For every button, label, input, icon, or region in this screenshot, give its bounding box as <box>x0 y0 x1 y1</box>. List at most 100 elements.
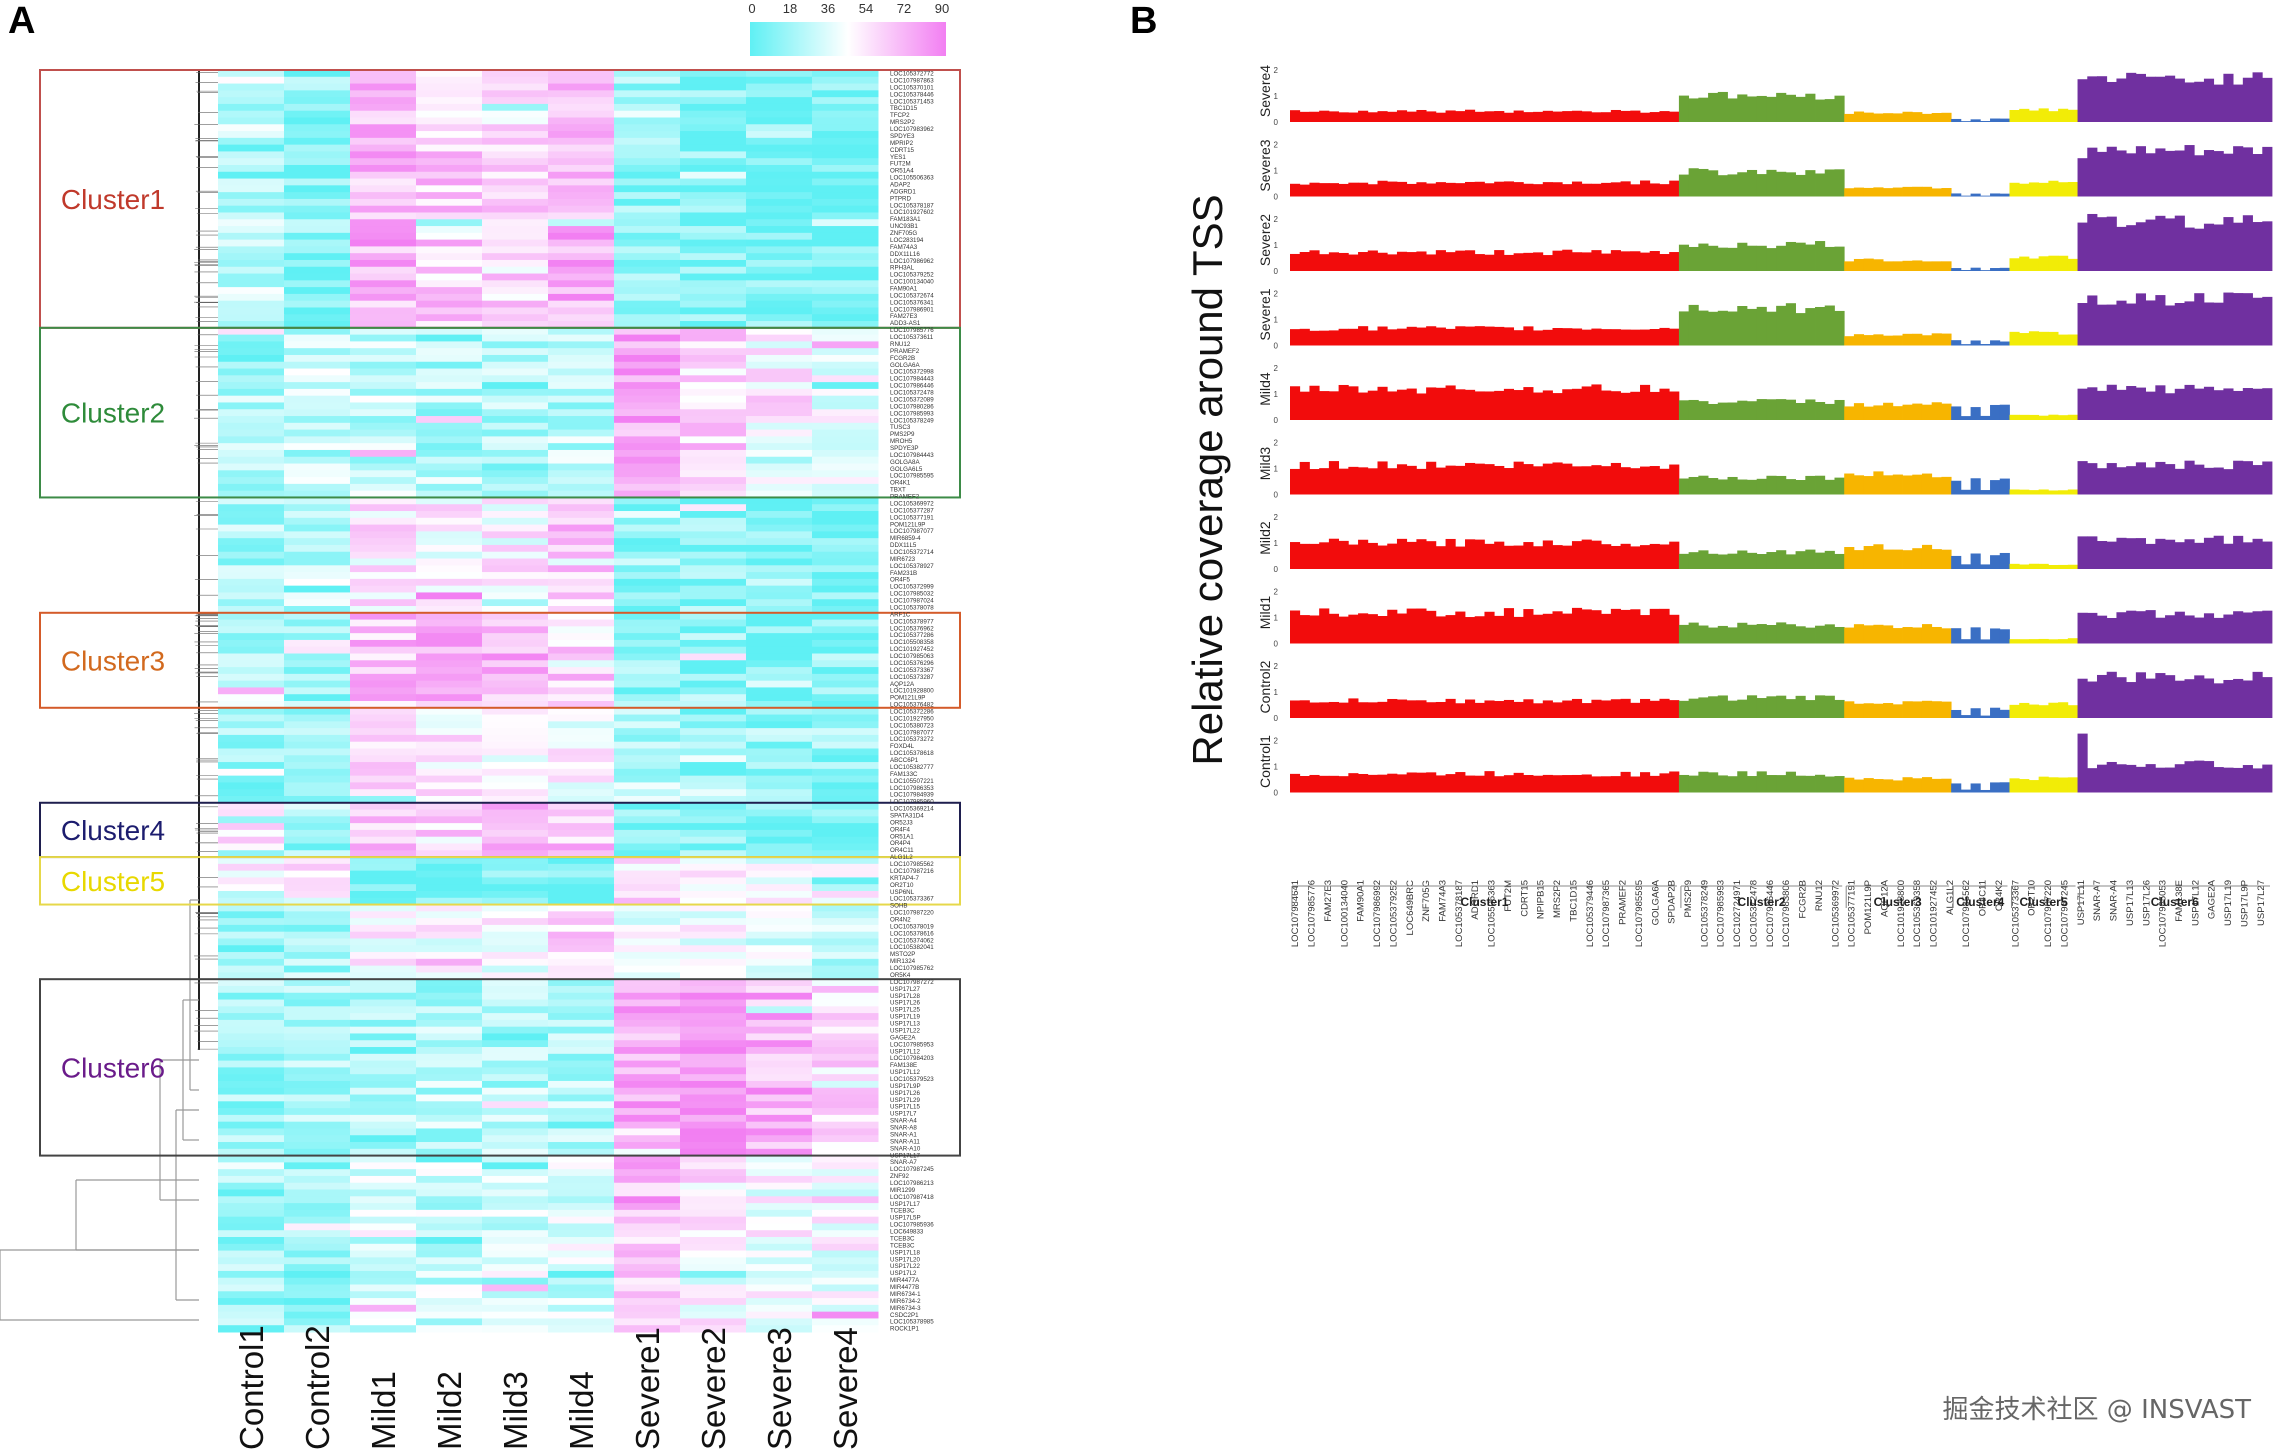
coverage-bar <box>2096 151 2108 197</box>
coverage-bar <box>1824 776 1835 793</box>
coverage-panel: Relative coverage around TSS Severe4012S… <box>1184 65 2273 947</box>
coverage-bar <box>1951 268 1962 271</box>
heatmap-cell <box>548 83 615 91</box>
coverage-bar <box>2106 384 2117 420</box>
heatmap-cell <box>284 755 351 763</box>
heatmap-cell <box>614 273 681 281</box>
heatmap-cell <box>350 287 417 295</box>
coverage-x-tick-label: USP17L12 <box>2190 880 2201 926</box>
heatmap-cell <box>614 673 681 682</box>
coverage-bar <box>1571 466 1583 495</box>
heatmap-cell <box>482 836 549 844</box>
coverage-bar <box>2116 226 2127 271</box>
coverage-bar <box>1970 267 1981 271</box>
heatmap-cell <box>812 985 879 994</box>
coverage-bar <box>1620 392 1631 420</box>
coverage-bar <box>1445 110 1456 122</box>
coverage-bar <box>1698 243 1709 271</box>
heatmap-cell <box>284 1121 351 1129</box>
heatmap-cell <box>218 877 285 885</box>
coverage-bar <box>1542 700 1553 718</box>
coverage-bar <box>2106 81 2117 122</box>
heatmap-cell <box>746 1121 813 1129</box>
heatmap-cell <box>284 477 351 485</box>
gene-label: GAGE2A <box>890 1034 916 1041</box>
heatmap-cell <box>614 314 681 322</box>
heatmap-cell <box>548 748 615 756</box>
heatmap-cell <box>746 999 813 1007</box>
heatmap-cell <box>482 965 549 973</box>
coverage-bar <box>1805 244 1816 271</box>
heatmap-cell <box>680 158 747 166</box>
coverage-bar <box>1348 544 1359 569</box>
heatmap-cell <box>482 504 549 512</box>
heatmap-cell <box>350 1101 417 1109</box>
coverage-bar <box>1970 407 1981 420</box>
gene-label: OR4K1 <box>890 480 911 487</box>
heatmap-cell <box>416 816 483 824</box>
heatmap-cell <box>746 287 813 295</box>
heatmap-cell <box>218 1162 285 1170</box>
coverage-bar <box>1367 112 1378 122</box>
column-label: Control2 <box>299 1325 336 1450</box>
heatmap-cell <box>218 1264 285 1272</box>
heatmap-cell <box>746 680 813 688</box>
coverage-bar <box>1435 616 1446 644</box>
coverage-bar <box>2184 82 2195 122</box>
heatmap-cell <box>416 660 483 668</box>
heatmap-cell <box>680 1284 747 1292</box>
heatmap-cell <box>482 877 549 885</box>
heatmap-cell <box>548 1006 615 1014</box>
heatmap-cell <box>548 497 615 505</box>
heatmap-cell <box>812 1013 879 1021</box>
heatmap-cell <box>548 185 615 193</box>
heatmap-cell <box>416 1230 483 1238</box>
heatmap-cell <box>812 626 879 634</box>
heatmap-cell <box>350 789 417 797</box>
heatmap-cell <box>812 117 879 125</box>
heatmap-cell <box>416 1080 483 1089</box>
coverage-bar <box>1426 772 1437 793</box>
heatmap-cell <box>680 212 747 220</box>
heatmap-cell <box>812 1101 879 1109</box>
heatmap-cell <box>548 952 615 960</box>
coverage-bar <box>1503 388 1515 420</box>
heatmap-cell <box>812 246 879 254</box>
coverage-bar <box>2233 678 2244 718</box>
heatmap-cell <box>284 972 351 980</box>
coverage-bar <box>1659 327 1670 346</box>
heatmap-cell <box>746 646 813 654</box>
coverage-bar <box>1834 310 1845 346</box>
heatmap-cell <box>548 1080 615 1089</box>
coverage-bar <box>1523 252 1534 271</box>
coverage-bar <box>1727 627 1738 644</box>
heatmap-cell <box>812 348 879 356</box>
heatmap-cell <box>350 307 417 315</box>
coverage-bar <box>1805 308 1816 346</box>
coverage-bar <box>1931 778 1942 793</box>
coverage-bar <box>1319 702 1330 718</box>
heatmap-cell <box>284 137 351 146</box>
column-label: Severe2 <box>695 1327 732 1450</box>
coverage-bar <box>1649 608 1660 644</box>
heatmap-cell <box>218 1196 285 1204</box>
gene-label: LOC105373272 <box>890 736 934 743</box>
heatmap-cell <box>614 1169 681 1177</box>
heatmap-cell <box>614 531 681 539</box>
coverage-bar <box>1717 310 1728 346</box>
coverage-bar <box>1756 174 1767 197</box>
track-y-tick: 2 <box>1274 438 1279 447</box>
heatmap-cell <box>350 714 417 722</box>
heatmap-cell <box>548 531 615 539</box>
coverage-bar <box>2233 146 2244 197</box>
heatmap-cell <box>482 924 549 933</box>
heatmap-cell <box>482 144 549 152</box>
gene-label: USP17L19 <box>890 1014 920 1021</box>
heatmap-cell <box>746 599 813 607</box>
coverage-bar <box>1552 775 1563 793</box>
heatmap-cell <box>350 1318 417 1326</box>
heatmap-cell <box>482 110 549 118</box>
coverage-bar <box>1591 112 1602 122</box>
coverage-bar <box>1396 110 1408 122</box>
